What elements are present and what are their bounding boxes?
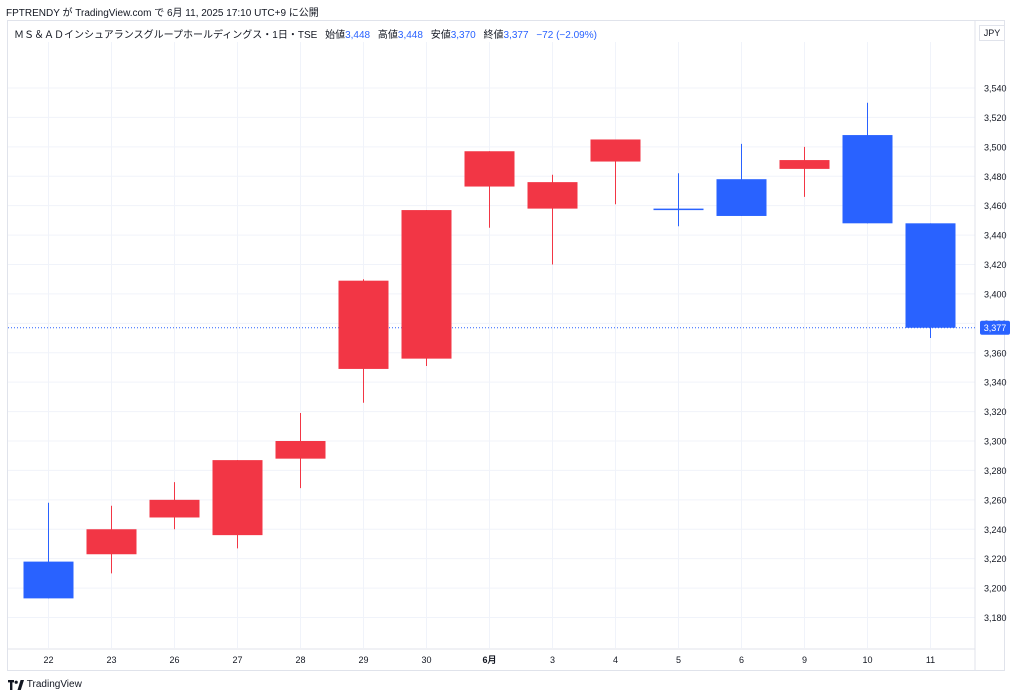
close-value: 3,377 — [503, 30, 529, 41]
candle-body — [338, 280, 389, 369]
candle-body — [653, 208, 704, 211]
candle-body — [590, 139, 641, 162]
symbol-title: ＭＳ＆ＡＤインシュアランスグループホールディングス・1日・TSE — [14, 30, 318, 41]
y-tick-label: 3,540 — [984, 84, 1007, 94]
y-tick-label: 3,320 — [984, 407, 1007, 417]
candle-body — [149, 499, 200, 518]
change-value: −72 (−2.09%) — [536, 30, 597, 41]
low-value: 3,370 — [450, 30, 476, 41]
footer-brand: TradingView — [8, 679, 82, 690]
y-tick-label: 3,180 — [984, 613, 1007, 623]
currency-button[interactable]: JPY — [979, 25, 1005, 41]
candle-body — [527, 182, 578, 209]
candle-body — [716, 179, 767, 216]
y-tick-label: 3,400 — [984, 289, 1007, 299]
candle-body — [401, 210, 452, 359]
candle-body — [275, 441, 326, 459]
x-tick-label: 4 — [613, 655, 618, 665]
candle-body — [464, 151, 515, 187]
x-tick-label: 10 — [862, 655, 872, 665]
high-value: 3,448 — [397, 30, 423, 41]
open-value: 3,448 — [345, 30, 371, 41]
current-price-label: 3,377 — [984, 323, 1007, 333]
low-label: 安値 — [430, 30, 451, 41]
y-tick-label: 3,220 — [984, 554, 1007, 564]
x-tick-label: 30 — [421, 655, 431, 665]
x-tick-label: 9 — [802, 655, 807, 665]
footer-brand-text: TradingView — [26, 679, 82, 690]
y-tick-label: 3,260 — [984, 495, 1007, 505]
chart-frame — [7, 20, 1005, 671]
tradingview-logo-icon — [8, 679, 24, 690]
y-tick-label: 3,520 — [984, 113, 1007, 123]
y-tick-label: 3,240 — [984, 525, 1007, 535]
chart-legend: ＭＳ＆ＡＤインシュアランスグループホールディングス・1日・TSE 始値3,448… — [14, 26, 597, 41]
candle-body — [23, 561, 74, 599]
x-tick-label: 22 — [43, 655, 53, 665]
candle-body — [86, 529, 137, 555]
y-tick-label: 3,440 — [984, 231, 1007, 241]
y-tick-label: 3,420 — [984, 260, 1007, 270]
y-tick-label: 3,500 — [984, 142, 1007, 152]
x-tick-label: 3 — [550, 655, 555, 665]
candle-body — [212, 460, 263, 536]
y-tick-label: 3,200 — [984, 584, 1007, 594]
y-tick-label: 3,340 — [984, 378, 1007, 388]
y-tick-label: 3,360 — [984, 348, 1007, 358]
open-label: 始値 — [325, 30, 346, 41]
x-tick-label: 28 — [295, 655, 305, 665]
y-tick-label: 3,480 — [984, 172, 1007, 182]
y-tick-label: 3,280 — [984, 466, 1007, 476]
current-price-tag — [980, 320, 1010, 335]
y-tick-label: 3,460 — [984, 201, 1007, 211]
candle-body — [779, 160, 830, 169]
x-tick-label: 11 — [926, 655, 935, 665]
x-tick-label: 27 — [232, 655, 242, 665]
high-label: 高値 — [377, 30, 398, 41]
y-tick-label: 3,300 — [984, 437, 1007, 447]
x-tick-label: 5 — [676, 655, 681, 665]
x-tick-label: 6月 — [482, 655, 496, 665]
candle-body — [842, 135, 893, 224]
published-info: FPTRENDY が TradingView.com で 6月 11, 2025… — [6, 8, 319, 19]
x-tick-label: 29 — [358, 655, 368, 665]
candle-body — [905, 223, 956, 328]
x-tick-label: 26 — [169, 655, 179, 665]
x-tick-label: 23 — [106, 655, 116, 665]
close-label: 終値 — [483, 30, 504, 41]
x-tick-label: 6 — [739, 655, 744, 665]
